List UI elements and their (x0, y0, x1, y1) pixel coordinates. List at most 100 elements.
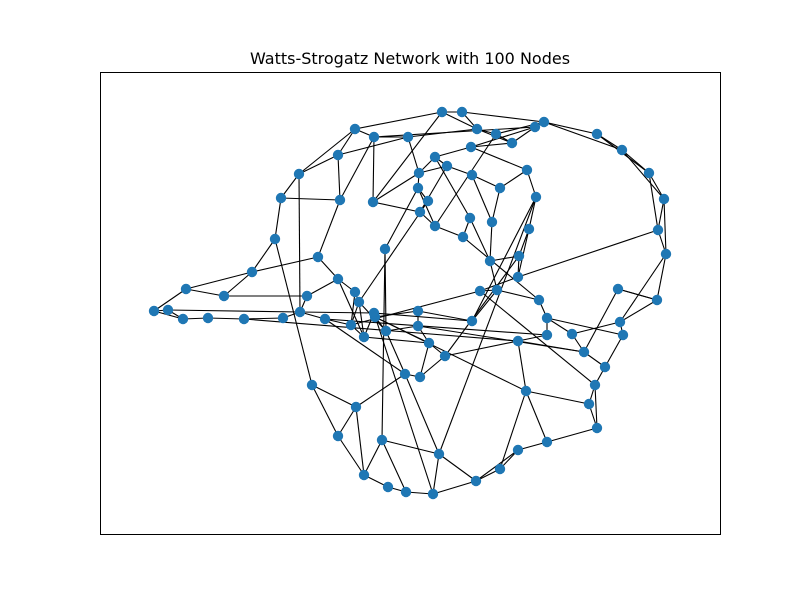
node-3 (368, 131, 380, 143)
node-73 (512, 271, 524, 283)
node-39 (439, 350, 451, 362)
node-42 (380, 325, 392, 337)
node-40 (423, 337, 435, 349)
node-14 (652, 224, 664, 236)
edge-0-63 (372, 111, 443, 203)
node-4 (402, 131, 414, 143)
node-99 (466, 315, 478, 327)
node-61 (332, 149, 344, 161)
node-17 (614, 316, 626, 328)
node-98 (520, 385, 532, 397)
node-94 (566, 328, 578, 340)
edge-91-92 (496, 289, 540, 301)
edge-18-93 (546, 317, 624, 336)
edge-16-17 (619, 299, 658, 323)
edge-31-32 (337, 435, 365, 476)
node-0 (436, 106, 448, 118)
node-54 (148, 305, 160, 317)
node-59 (275, 192, 287, 204)
edge-11-12 (621, 149, 650, 174)
node-71 (523, 223, 535, 235)
node-84 (379, 243, 391, 255)
edge-39-96 (444, 340, 519, 357)
edge-61-62 (337, 154, 341, 201)
node-51 (202, 312, 214, 324)
edge-9-11 (543, 121, 623, 151)
edge-73-90 (479, 276, 519, 292)
node-79 (414, 206, 426, 218)
edge-74-76 (469, 217, 491, 262)
node-56 (218, 290, 230, 302)
edge-68-75 (491, 187, 501, 223)
edge-38-40 (419, 342, 430, 378)
edge-56-57 (223, 271, 253, 297)
node-20 (599, 361, 611, 373)
node-92 (533, 294, 545, 306)
edge-70-36 (438, 196, 537, 455)
edge-50-51 (207, 317, 245, 320)
node-49 (277, 312, 289, 324)
edge-80-84 (384, 187, 419, 250)
edge-19-16 (617, 288, 658, 301)
node-21 (589, 379, 601, 391)
node-90 (474, 285, 486, 297)
edge-8-3 (373, 126, 536, 138)
node-52 (177, 313, 189, 325)
edge-35-36 (381, 439, 440, 455)
node-93 (541, 312, 553, 324)
node-89 (353, 296, 365, 308)
node-26 (494, 463, 506, 475)
node-65 (429, 151, 441, 163)
node-2 (349, 123, 361, 135)
edge-48-60 (298, 173, 301, 313)
node-82 (465, 141, 477, 153)
edge-70-71 (528, 196, 537, 230)
edge-45-89 (358, 301, 365, 338)
edge-98-96 (517, 340, 527, 392)
edge-49-50 (243, 317, 284, 320)
node-12 (643, 167, 655, 179)
edge-60-61 (298, 154, 339, 175)
edge-0-5 (441, 111, 478, 130)
edge-95-96 (517, 340, 585, 353)
node-74 (484, 255, 496, 267)
node-48 (294, 306, 306, 318)
edge-61-4 (337, 136, 409, 156)
edge-28-36 (432, 453, 440, 495)
edge-7-82 (470, 142, 513, 148)
node-70 (530, 191, 542, 203)
edge-15-17 (619, 253, 667, 323)
edge-43-98 (374, 316, 527, 392)
edge-31-34 (355, 406, 365, 476)
node-62 (334, 194, 346, 206)
node-85 (312, 251, 324, 263)
node-86 (332, 273, 344, 285)
node-81 (422, 195, 434, 207)
edge-19-95 (583, 288, 619, 353)
node-47 (319, 313, 331, 325)
node-68 (494, 182, 506, 194)
edge-86-45 (337, 278, 365, 338)
edge-3-62 (339, 136, 375, 201)
edge-62-85 (317, 199, 341, 258)
node-96 (512, 335, 524, 347)
edge-46-88 (350, 291, 356, 326)
edge-6-78 (434, 133, 497, 227)
edge-37-47 (324, 318, 406, 375)
node-88 (349, 286, 361, 298)
edge-13-14 (657, 198, 665, 231)
node-35 (376, 434, 388, 446)
edge-86-87 (306, 278, 339, 297)
edge-31-35 (363, 439, 383, 476)
node-27 (470, 475, 482, 487)
edge-67-75 (471, 174, 493, 223)
node-77 (457, 231, 469, 243)
edge-63-64 (372, 172, 420, 203)
node-25 (512, 444, 524, 456)
node-29 (400, 486, 412, 498)
edge-63-79 (372, 201, 421, 213)
node-19 (612, 283, 624, 295)
node-10 (591, 128, 603, 140)
edge-27-28 (432, 480, 477, 495)
